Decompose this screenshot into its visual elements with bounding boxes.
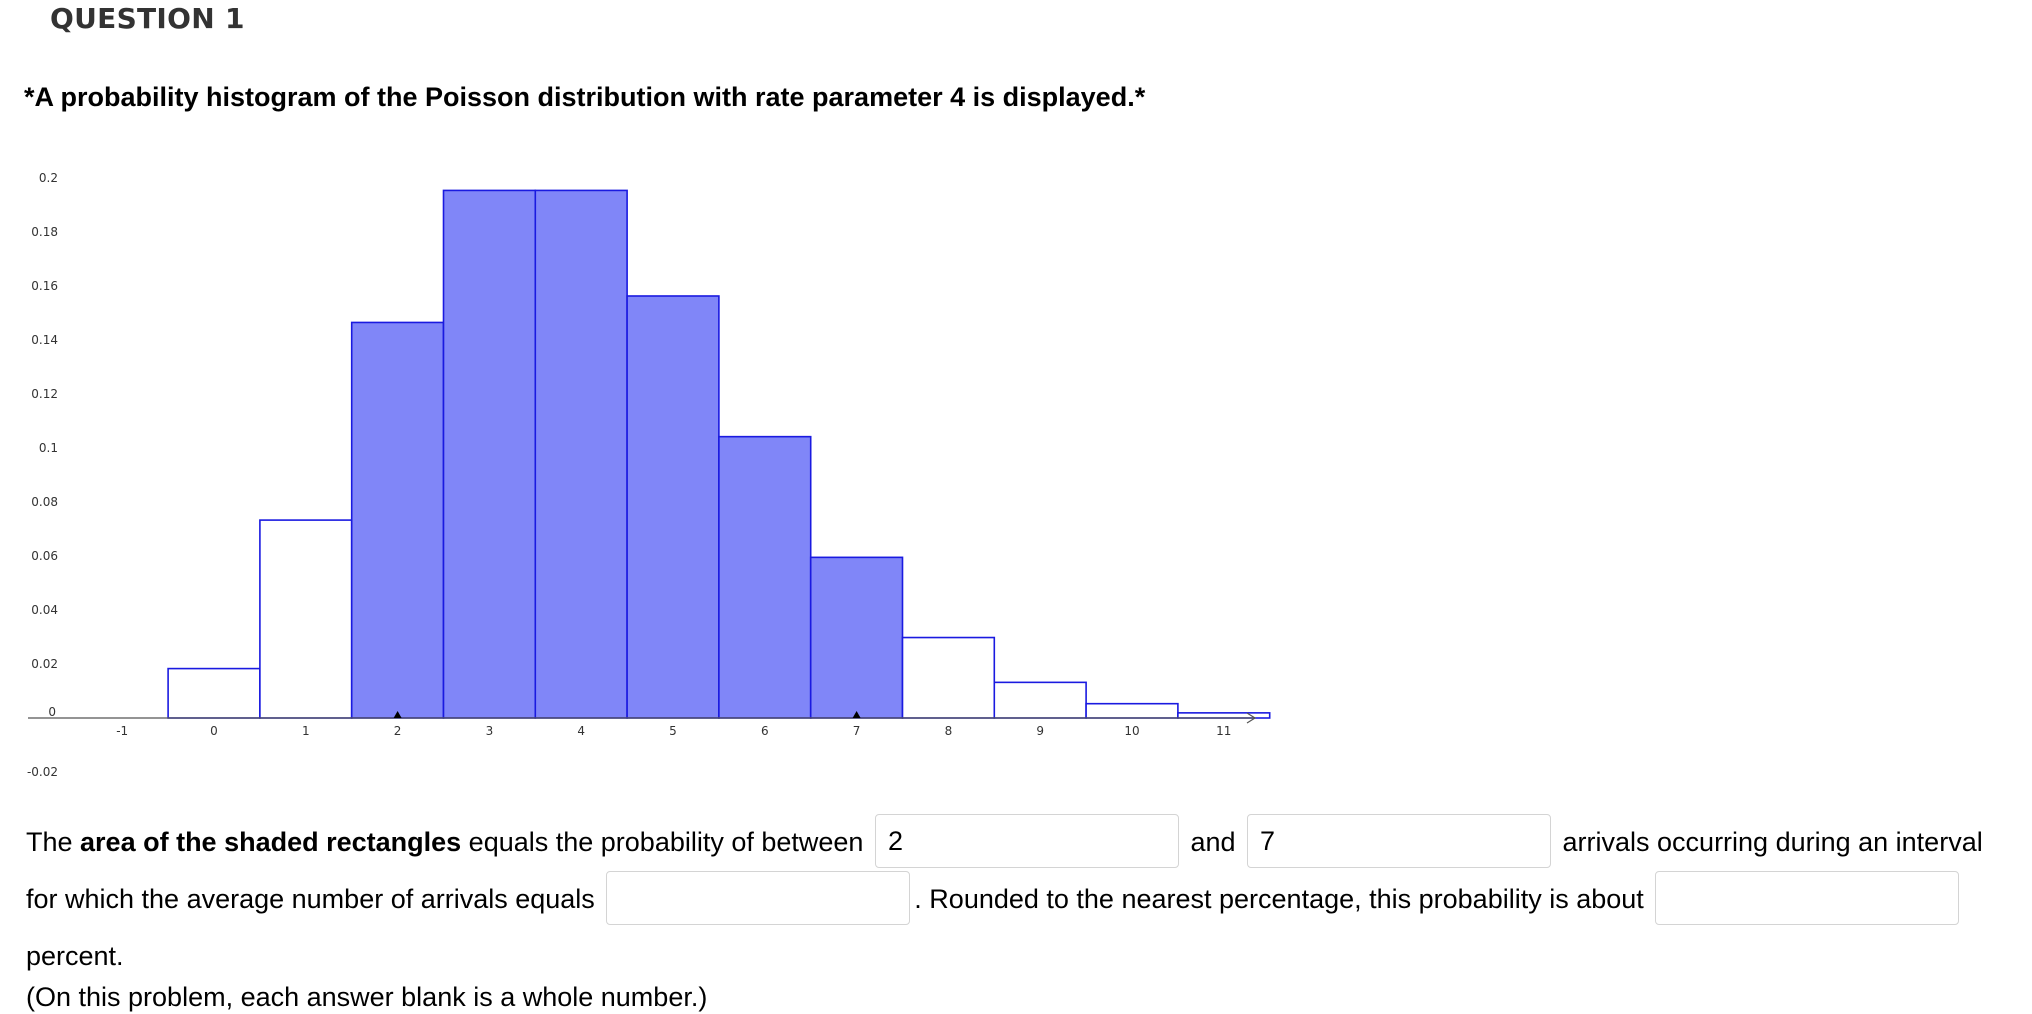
x-tick-label: 8 <box>945 724 953 738</box>
y-tick-label: 0.04 <box>31 603 58 617</box>
answer-paragraph: The area of the shaded rectangles equals… <box>26 813 2016 1014</box>
unshaded-bar <box>167 667 261 719</box>
x-tick-label: 4 <box>577 724 585 738</box>
lower-bound-input[interactable]: 2 <box>874 813 1179 868</box>
unshaded-bar <box>901 636 996 719</box>
shaded-bar <box>718 435 812 719</box>
y-tick-label: 0.14 <box>31 333 58 347</box>
answer-text-4: arrivals occurring during an interval fo… <box>26 827 1983 914</box>
x-tick-label: 2 <box>394 724 402 738</box>
x-tick-label: 1 <box>302 724 310 738</box>
x-tick-label: -1 <box>116 724 128 738</box>
average-arrivals-input[interactable] <box>606 870 911 925</box>
x-tick-label: 11 <box>1216 724 1231 738</box>
y-tick-label: 0.1 <box>39 441 58 455</box>
x-tick-label: 0 <box>210 724 218 738</box>
unshaded-bar <box>993 681 1087 719</box>
range-marker-triangle <box>393 711 402 718</box>
y-tick-label: 0.02 <box>31 657 58 671</box>
answer-text-3: and <box>1182 827 1244 857</box>
x-tick-label: 9 <box>1036 724 1044 738</box>
y-tick-label: 0.18 <box>31 225 58 239</box>
y-tick-label: 0.2 <box>39 171 58 185</box>
y-tick-label: 0.06 <box>31 549 58 563</box>
unshaded-bar <box>1177 712 1271 719</box>
x-tick-label: 5 <box>669 724 677 738</box>
y-tick-label: 0 <box>48 705 56 719</box>
shaded-bar <box>534 189 628 719</box>
unshaded-bar <box>1085 702 1179 719</box>
y-tick-label: 0.08 <box>31 495 58 509</box>
unshaded-bar <box>259 519 353 719</box>
answer-note: (On this problem, each answer blank is a… <box>26 981 708 1012</box>
y-tick-label: -0.02 <box>27 765 58 779</box>
y-tick-label: 0.16 <box>31 279 58 293</box>
x-tick-label: 10 <box>1124 724 1139 738</box>
range-marker-triangle <box>852 711 861 718</box>
x-tick-label: 3 <box>486 724 494 738</box>
shaded-bar <box>626 295 720 719</box>
question-prompt: *A probability histogram of the Poisson … <box>24 82 1146 112</box>
x-axis-arrow <box>1246 712 1257 724</box>
answer-text-5: . Rounded to the nearest percentage, thi… <box>914 883 1652 914</box>
poisson-histogram: -1 0 1 2 3 4 5 6 7 8 9 10 11 0.2 0.18 0.16 0.14 0.12 0.1 0.… <box>27 171 1271 779</box>
answer-text-6: percent. <box>26 940 124 971</box>
answer-text-1: The <box>26 827 81 857</box>
answer-text-2: equals the probability of between <box>461 827 871 857</box>
x-tick-label: 6 <box>761 724 769 738</box>
shaded-bar <box>350 321 445 719</box>
shaded-bar <box>809 556 904 719</box>
y-tick-label: 0.12 <box>31 387 58 401</box>
question-heading: QUESTION 1 <box>50 2 245 35</box>
x-tick-label: 7 <box>853 724 861 738</box>
shaded-bar <box>442 189 537 719</box>
percent-input[interactable] <box>1655 870 1960 925</box>
upper-bound-input[interactable]: 7 <box>1247 813 1552 868</box>
answer-text-bold: area of the shaded rectangles <box>80 827 462 857</box>
